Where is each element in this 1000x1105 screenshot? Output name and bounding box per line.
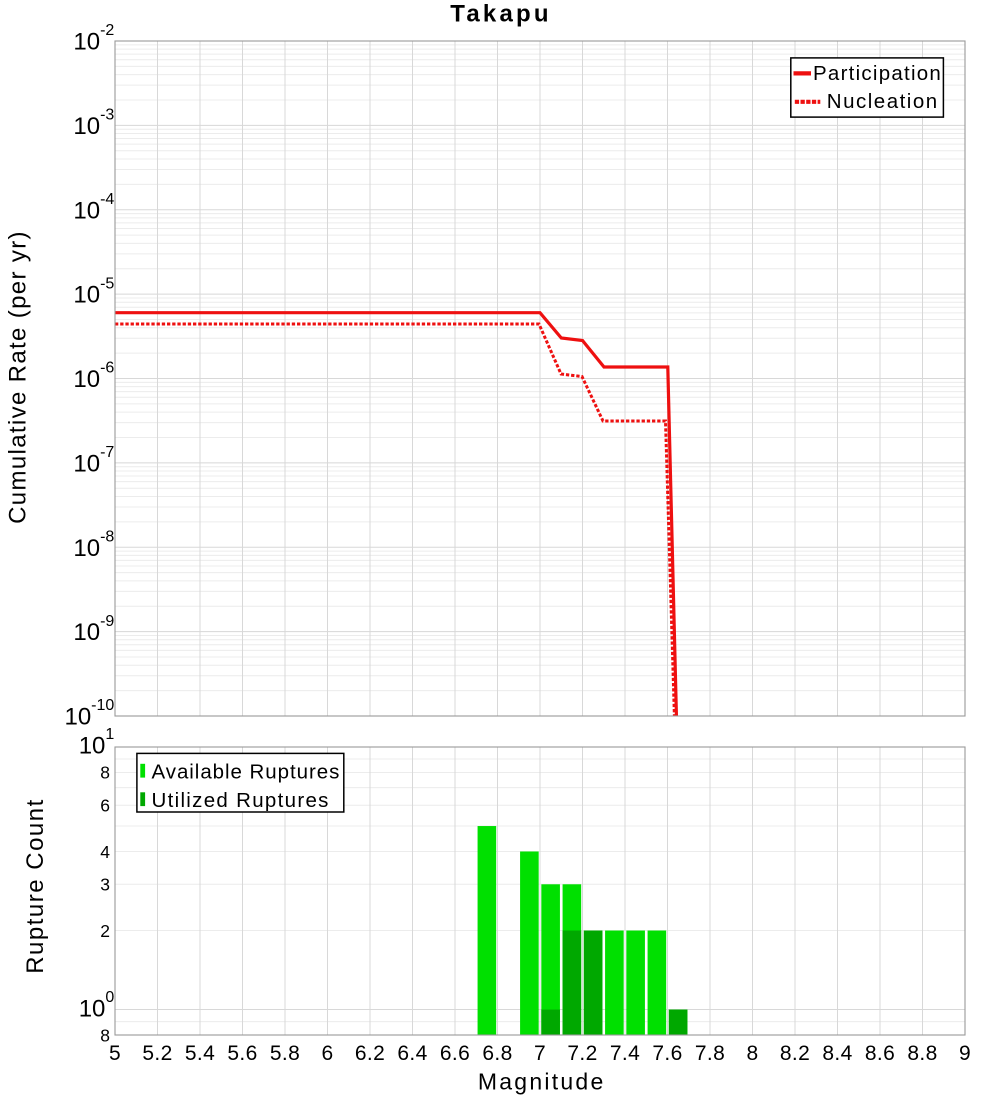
svg-text:5.6: 5.6 [227,1042,257,1065]
svg-text:9: 9 [959,1042,971,1065]
svg-text:Magnitude: Magnitude [478,1069,606,1095]
svg-text:Participation: Participation [813,62,942,85]
svg-text:6: 6 [321,1042,333,1065]
svg-text:Nucleation: Nucleation [827,90,939,113]
svg-text:5.4: 5.4 [185,1042,215,1065]
svg-text:8.4: 8.4 [822,1042,852,1065]
svg-text:7: 7 [534,1042,546,1065]
svg-text:Takapu: Takapu [450,1,551,28]
svg-text:8: 8 [100,763,110,783]
svg-text:8.6: 8.6 [865,1042,895,1065]
svg-text:5.8: 5.8 [270,1042,300,1065]
svg-text:6.6: 6.6 [440,1042,470,1065]
svg-text:Available Ruptures: Available Ruptures [152,760,341,783]
svg-text:7.2: 7.2 [567,1042,597,1065]
svg-text:8.2: 8.2 [780,1042,810,1065]
svg-text:2: 2 [100,921,110,941]
svg-text:6.8: 6.8 [482,1042,512,1065]
svg-text:8.8: 8.8 [907,1042,937,1065]
svg-text:Utilized Ruptures: Utilized Ruptures [152,789,330,812]
svg-text:5.2: 5.2 [142,1042,172,1065]
svg-text:6.2: 6.2 [355,1042,385,1065]
svg-text:6: 6 [100,796,110,816]
svg-text:8: 8 [746,1042,758,1065]
svg-text:4: 4 [100,842,110,862]
svg-text:8: 8 [100,1025,110,1045]
svg-text:Rupture Count: Rupture Count [22,798,49,974]
svg-text:7.4: 7.4 [610,1042,640,1065]
svg-text:7.8: 7.8 [695,1042,725,1065]
svg-text:3: 3 [100,875,110,895]
svg-text:7.6: 7.6 [652,1042,682,1065]
svg-text:6.4: 6.4 [397,1042,427,1065]
svg-text:5: 5 [109,1042,121,1065]
svg-text:Cumulative Rate (per yr): Cumulative Rate (per yr) [5,230,32,524]
